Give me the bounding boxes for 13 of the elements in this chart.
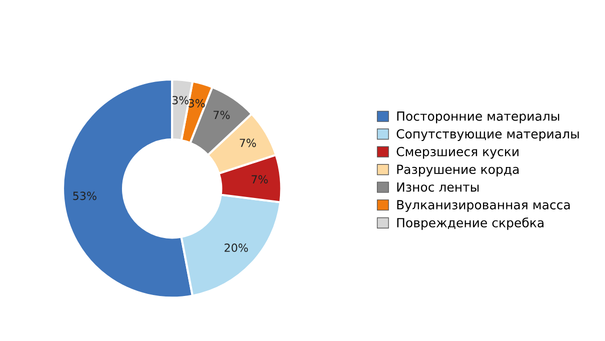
legend-label: Разрушение корда [397,164,519,176]
legend-label: Износ ленты [397,182,479,192]
data-label: 20% [224,244,248,252]
data-label: 53% [73,192,96,200]
legend-label: Посторонние материалы [397,112,560,124]
legend-label: Повреждение скребка [397,218,544,230]
data-label: 7% [240,138,256,148]
data-label: 7% [252,175,268,184]
legend-label: Вулканизированная масса [397,200,570,212]
data-label: 7% [214,110,230,120]
legend-label: Сопутствующие материалы [396,129,579,141]
legend-label: Смерзшиеся куски [396,146,518,159]
data-label: 3% [172,96,189,104]
